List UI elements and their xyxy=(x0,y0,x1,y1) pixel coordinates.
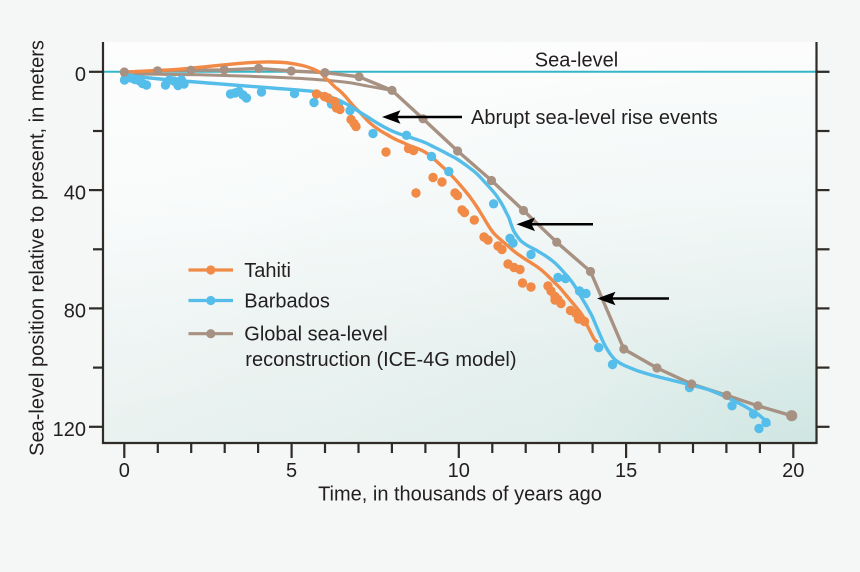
svg-text:0: 0 xyxy=(75,64,86,86)
svg-text:Time, in thousands of years ag: Time, in thousands of years ago xyxy=(318,484,602,506)
svg-text:120: 120 xyxy=(53,419,86,441)
svg-text:15: 15 xyxy=(615,460,637,482)
svg-text:Abrupt sea-level rise events: Abrupt sea-level rise events xyxy=(471,107,718,129)
svg-text:Barbados: Barbados xyxy=(244,291,330,313)
svg-text:40: 40 xyxy=(64,182,86,204)
svg-text:Sea-level position relative to: Sea-level position relative to present, … xyxy=(27,40,49,456)
svg-text:5: 5 xyxy=(286,460,297,482)
svg-text:20: 20 xyxy=(782,460,804,482)
svg-text:Sea-level: Sea-level xyxy=(535,50,618,72)
svg-text:10: 10 xyxy=(448,460,470,482)
svg-text:Tahiti: Tahiti xyxy=(244,260,291,282)
svg-text:80: 80 xyxy=(64,301,86,323)
svg-text:Global sea-level: Global sea-level xyxy=(244,324,387,346)
svg-text:reconstruction (ICE-4G model): reconstruction (ICE-4G model) xyxy=(245,349,516,371)
svg-text:0: 0 xyxy=(119,460,130,482)
